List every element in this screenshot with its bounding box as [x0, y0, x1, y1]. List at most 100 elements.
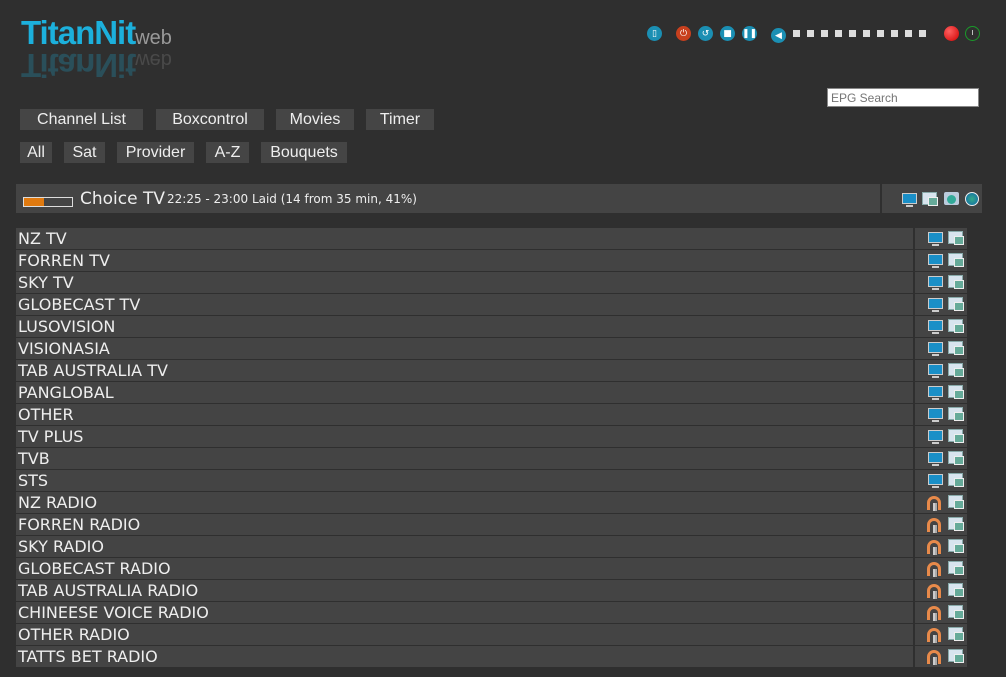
single-epg-icon[interactable]: [944, 192, 959, 205]
tv-icon[interactable]: [928, 320, 943, 334]
tv-icon[interactable]: [928, 474, 943, 488]
radio-icon[interactable]: [927, 606, 941, 621]
radio-icon[interactable]: [927, 518, 941, 533]
epg-icon[interactable]: [948, 605, 964, 619]
volume-step[interactable]: [849, 30, 856, 37]
bouquet-row[interactable]: GLOBECAST RADIO: [16, 558, 913, 579]
bouquet-row-actions: [915, 250, 967, 271]
bouquet-row-actions: [915, 316, 967, 337]
logo[interactable]: TitanNitweb TitanNitweb: [21, 14, 172, 84]
bouquet-row[interactable]: CHINEESE VOICE RADIO: [16, 602, 913, 623]
volume-step[interactable]: [821, 30, 828, 37]
epg-icon[interactable]: [922, 192, 938, 206]
volume-step[interactable]: [807, 30, 814, 37]
globe-icon[interactable]: [965, 192, 979, 206]
power-icon[interactable]: ⏻: [676, 26, 691, 41]
bouquet-row[interactable]: OTHER: [16, 404, 913, 425]
filter-a-z[interactable]: A-Z: [206, 142, 249, 163]
volume-step[interactable]: [919, 30, 926, 37]
bouquet-row[interactable]: TV PLUS: [16, 426, 913, 447]
bouquet-row[interactable]: OTHER RADIO: [16, 624, 913, 645]
epg-icon[interactable]: [948, 561, 964, 575]
tv-icon[interactable]: [928, 276, 943, 290]
tv-icon[interactable]: [928, 364, 943, 378]
nav-movies[interactable]: Movies: [276, 109, 354, 130]
nav-channel-list[interactable]: Channel List: [20, 109, 143, 130]
epg-icon[interactable]: [948, 539, 964, 553]
epg-icon[interactable]: [948, 275, 964, 289]
filter-sat[interactable]: Sat: [64, 142, 105, 163]
epg-icon[interactable]: [948, 649, 964, 663]
radio-icon[interactable]: [927, 650, 941, 665]
filter-all[interactable]: All: [20, 142, 52, 163]
bouquet-row[interactable]: SKY RADIO: [16, 536, 913, 557]
bouquet-row[interactable]: NZ TV: [16, 228, 913, 249]
volume-step[interactable]: [835, 30, 842, 37]
signal-icon[interactable]: ı: [965, 26, 980, 41]
volume-step[interactable]: [905, 30, 912, 37]
epg-icon[interactable]: [948, 429, 964, 443]
bouquet-row[interactable]: NZ RADIO: [16, 492, 913, 513]
bouquet-row[interactable]: LUSOVISION: [16, 316, 913, 337]
bouquet-row[interactable]: TAB AUSTRALIA RADIO: [16, 580, 913, 601]
radio-icon[interactable]: [927, 562, 941, 577]
bouquet-row[interactable]: STS: [16, 470, 913, 491]
tv-icon[interactable]: [928, 232, 943, 246]
bouquet-row[interactable]: GLOBECAST TV: [16, 294, 913, 315]
epg-icon[interactable]: [948, 297, 964, 311]
epg-search-input[interactable]: [827, 88, 979, 107]
epg-icon[interactable]: [948, 517, 964, 531]
radio-icon[interactable]: [927, 628, 941, 643]
radio-icon[interactable]: [927, 496, 941, 511]
epg-icon[interactable]: [948, 319, 964, 333]
bouquet-row[interactable]: VISIONASIA: [16, 338, 913, 359]
remote-icon[interactable]: ▯: [647, 26, 662, 41]
bouquet-row-actions: [915, 360, 967, 381]
filter-bouquets[interactable]: Bouquets: [261, 142, 347, 163]
volume-step[interactable]: [891, 30, 898, 37]
nav-boxcontrol[interactable]: Boxcontrol: [156, 109, 264, 130]
current-channel[interactable]: Choice TV: [80, 189, 165, 209]
tv-icon[interactable]: [928, 298, 943, 312]
epg-icon[interactable]: [948, 583, 964, 597]
radio-icon[interactable]: [927, 540, 941, 555]
epg-icon[interactable]: [948, 627, 964, 641]
tv-icon[interactable]: [928, 342, 943, 356]
bouquet-row[interactable]: FORREN TV: [16, 250, 913, 271]
bouquet-row-actions: [915, 294, 967, 315]
tv-icon[interactable]: [928, 254, 943, 268]
volume-icon[interactable]: ◀: [771, 28, 786, 43]
epg-icon[interactable]: [948, 385, 964, 399]
bouquet-row[interactable]: TVB: [16, 448, 913, 469]
nav-timer[interactable]: Timer: [366, 109, 434, 130]
bouquet-row[interactable]: SKY TV: [16, 272, 913, 293]
restart-icon[interactable]: ↺: [698, 26, 713, 41]
record-icon[interactable]: [944, 26, 959, 41]
epg-icon[interactable]: [948, 341, 964, 355]
bouquet-row[interactable]: FORREN RADIO: [16, 514, 913, 535]
pause-icon[interactable]: ❚❚: [742, 26, 757, 41]
epg-icon[interactable]: [948, 363, 964, 377]
tv-icon[interactable]: [928, 386, 943, 400]
epg-icon[interactable]: [948, 407, 964, 421]
now-playing-actions: [882, 184, 982, 213]
epg-icon[interactable]: [948, 451, 964, 465]
stop-icon[interactable]: ■: [720, 26, 735, 41]
volume-step[interactable]: [863, 30, 870, 37]
radio-icon[interactable]: [927, 584, 941, 599]
epg-icon[interactable]: [948, 495, 964, 509]
tv-icon[interactable]: [928, 452, 943, 466]
bouquet-row[interactable]: TAB AUSTRALIA TV: [16, 360, 913, 381]
epg-icon[interactable]: [948, 473, 964, 487]
epg-icon[interactable]: [948, 253, 964, 267]
epg-icon[interactable]: [948, 231, 964, 245]
bouquet-row-actions: [915, 228, 967, 249]
tv-stream-icon[interactable]: [902, 193, 917, 207]
volume-step[interactable]: [877, 30, 884, 37]
bouquet-row[interactable]: TATTS BET RADIO: [16, 646, 913, 667]
filter-provider[interactable]: Provider: [117, 142, 194, 163]
tv-icon[interactable]: [928, 430, 943, 444]
tv-icon[interactable]: [928, 408, 943, 422]
bouquet-row[interactable]: PANGLOBAL: [16, 382, 913, 403]
volume-step[interactable]: [793, 30, 800, 37]
